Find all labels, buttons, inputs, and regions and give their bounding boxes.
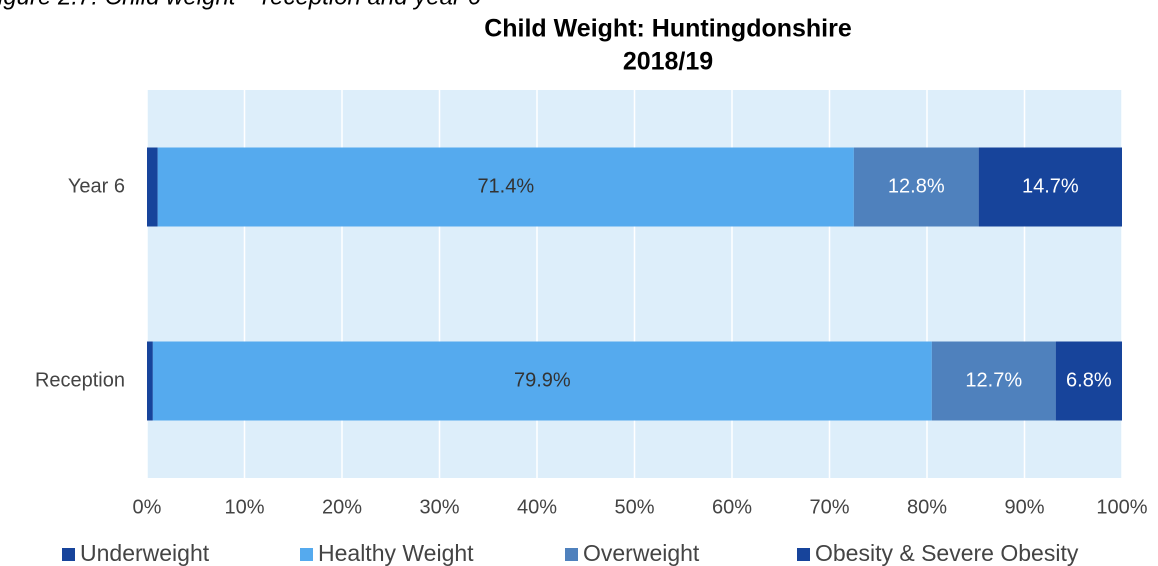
bar-segment (978, 147, 1122, 227)
bar-segment (853, 147, 979, 227)
x-tick-label: 30% (419, 496, 459, 518)
chart-title: Child Weight: Huntingdonshire (484, 15, 852, 43)
x-tick-label: 50% (614, 496, 654, 518)
bar-segment (147, 147, 158, 227)
x-tick-label: 90% (1004, 496, 1044, 518)
data-label: 14.7% (1022, 175, 1079, 197)
x-tick-label: 40% (517, 496, 557, 518)
bar-segment (931, 341, 1056, 421)
x-tick-label: 60% (712, 496, 752, 518)
data-label: 6.8% (1066, 369, 1112, 391)
x-tick-label: 0% (133, 496, 162, 518)
data-label: 79.9% (514, 369, 571, 391)
x-tick-label: 20% (322, 496, 362, 518)
legend-label: Healthy Weight (318, 540, 474, 566)
bar-segment (152, 341, 932, 421)
data-label: 12.7% (965, 369, 1022, 391)
chart-title: 2018/19 (623, 48, 713, 76)
data-label: 12.8% (888, 175, 945, 197)
data-label: 71.4% (477, 175, 534, 197)
figure-caption: igure 2.7: Child weight – reception and … (0, 0, 482, 10)
legend-label: Overweight (583, 540, 700, 566)
legend-marker (300, 548, 313, 561)
legend-marker (62, 548, 75, 561)
legend-label: Underweight (80, 540, 210, 566)
x-tick-label: 10% (224, 496, 264, 518)
x-tick-label: 100% (1096, 496, 1147, 518)
x-tick-label: 70% (809, 496, 849, 518)
legend-label: Obesity & Severe Obesity (815, 540, 1079, 566)
bar-segment (147, 341, 153, 421)
y-tick-label: Reception (35, 369, 125, 391)
legend-marker (565, 548, 578, 561)
bar-segment (1055, 341, 1122, 421)
bar-segment (157, 147, 854, 227)
x-tick-label: 80% (907, 496, 947, 518)
y-tick-label: Year 6 (68, 175, 125, 197)
legend-marker (797, 548, 810, 561)
